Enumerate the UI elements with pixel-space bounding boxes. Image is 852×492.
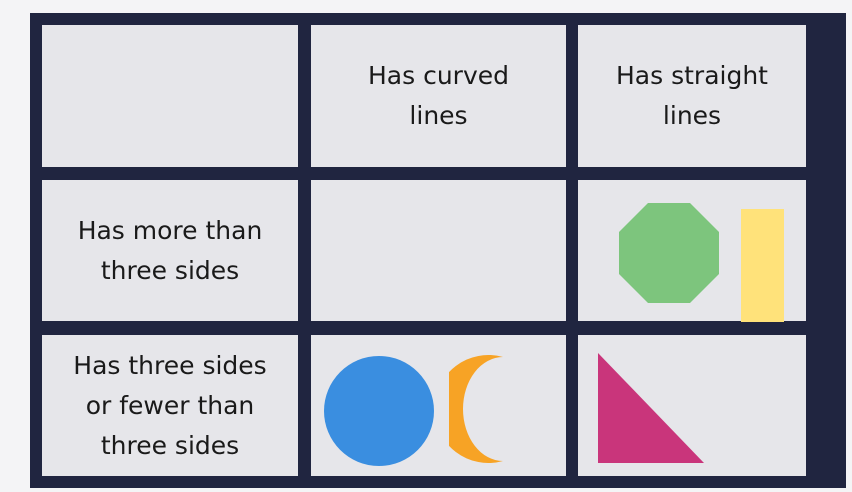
header-straight-label: Has straight lines — [616, 61, 768, 130]
row-header-more-than-three: Has more than three sides — [42, 180, 298, 321]
row-label-more-than-three: Has more than three sides — [77, 215, 263, 285]
sorting-table: Has curved lines Has straight lines Has … — [30, 13, 846, 488]
triangle-shape — [598, 353, 704, 463]
row-header-three-or-fewer: Has three sides or fewer than three side… — [42, 335, 298, 476]
crescent-shape — [449, 355, 503, 463]
octagon-shape — [619, 203, 719, 303]
rectangle-shape — [741, 209, 784, 322]
circle-shape — [324, 356, 434, 466]
row-label-three-or-fewer: Has three sides or fewer than three side… — [73, 350, 267, 460]
header-curved-label: Has curved lines — [367, 61, 509, 130]
cell-straight-more-than-three — [578, 180, 806, 322]
header-cell-straight: Has straight lines — [578, 25, 806, 167]
table-corner-cell — [42, 25, 298, 167]
cell-curved-more-than-three — [311, 180, 566, 321]
cell-curved-three-or-fewer — [311, 335, 566, 476]
cell-straight-three-or-fewer — [578, 335, 806, 476]
header-cell-curved: Has curved lines — [311, 25, 566, 167]
